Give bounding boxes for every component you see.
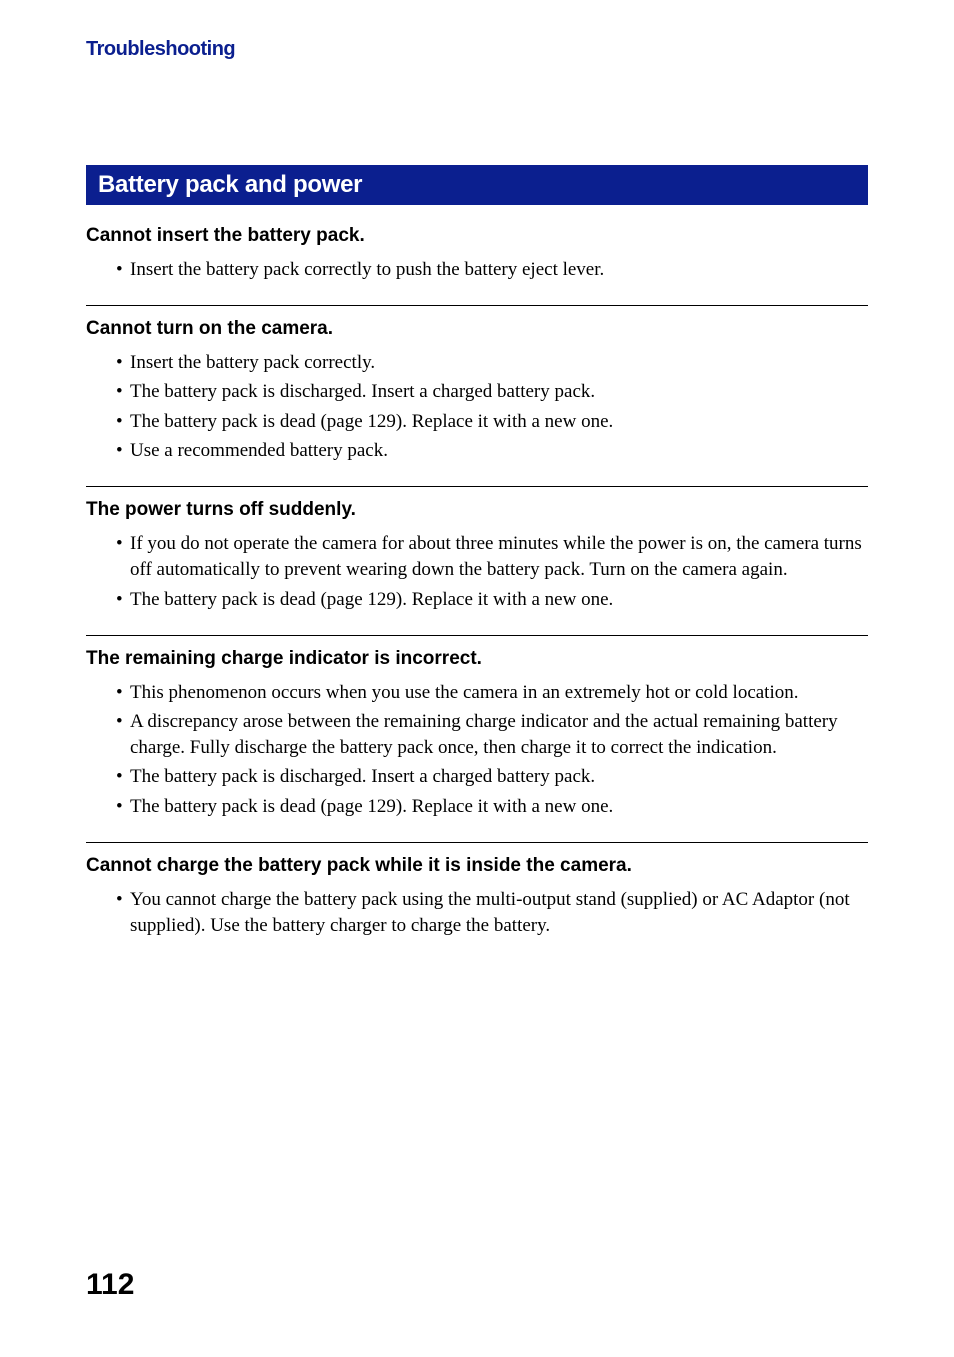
- issue-title: The power turns off suddenly.: [86, 499, 868, 521]
- bullet-list: Insert the battery pack correctly to pus…: [86, 257, 868, 283]
- bullet-item: The battery pack is dead (page 129). Rep…: [130, 587, 868, 613]
- bullet-item: If you do not operate the camera for abo…: [130, 531, 868, 583]
- issue-title: The remaining charge indicator is incorr…: [86, 648, 868, 670]
- issue-title: Cannot insert the battery pack.: [86, 225, 868, 247]
- bullet-item: Use a recommended battery pack.: [130, 438, 868, 464]
- bullet-list: Insert the battery pack correctly. The ba…: [86, 350, 868, 464]
- issue-block: The power turns off suddenly. If you do n…: [86, 499, 868, 613]
- bullet-list: This phenomenon occurs when you use the …: [86, 680, 868, 820]
- bullet-item: A discrepancy arose between the remainin…: [130, 709, 868, 761]
- issue-block: Cannot turn on the camera. Insert the bat…: [86, 318, 868, 464]
- issue-title: Cannot charge the battery pack while it …: [86, 855, 868, 877]
- breadcrumb: Troubleshooting: [86, 38, 868, 61]
- page-number: 112: [86, 1268, 134, 1302]
- bullet-item: The battery pack is dead (page 129). Rep…: [130, 409, 868, 435]
- bullet-list: If you do not operate the camera for abo…: [86, 531, 868, 613]
- divider: [86, 842, 868, 843]
- issue-block: The remaining charge indicator is incorr…: [86, 648, 868, 820]
- bullet-item: Insert the battery pack correctly to pus…: [130, 257, 868, 283]
- bullet-item: This phenomenon occurs when you use the …: [130, 680, 868, 706]
- divider: [86, 486, 868, 487]
- section-header: Battery pack and power: [86, 165, 868, 205]
- issue-block: Cannot charge the battery pack while it …: [86, 855, 868, 939]
- bullet-item: Insert the battery pack correctly.: [130, 350, 868, 376]
- bullet-item: The battery pack is discharged. Insert a…: [130, 379, 868, 405]
- bullet-item: You cannot charge the battery pack using…: [130, 887, 868, 939]
- divider: [86, 305, 868, 306]
- issue-block: Cannot insert the battery pack. Insert th…: [86, 225, 868, 283]
- bullet-item: The battery pack is discharged. Insert a…: [130, 764, 868, 790]
- divider: [86, 635, 868, 636]
- issues-container: Cannot insert the battery pack. Insert th…: [86, 225, 868, 939]
- bullet-list: You cannot charge the battery pack using…: [86, 887, 868, 939]
- issue-title: Cannot turn on the camera.: [86, 318, 868, 340]
- bullet-item: The battery pack is dead (page 129). Rep…: [130, 794, 868, 820]
